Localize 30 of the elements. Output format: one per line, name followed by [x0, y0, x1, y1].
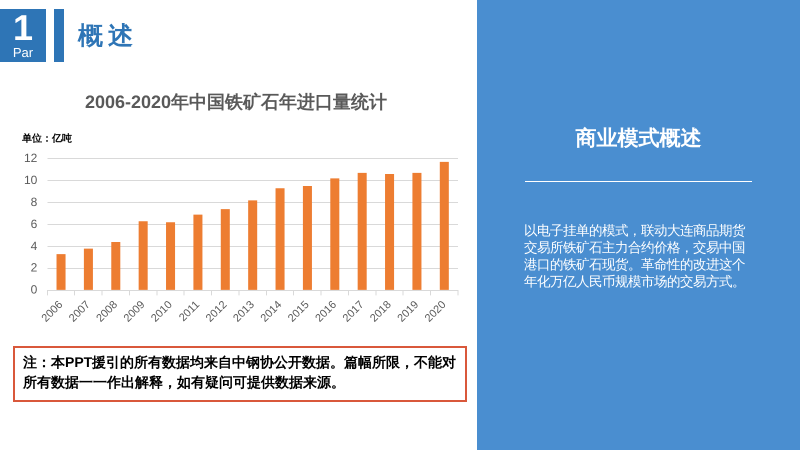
bar [84, 248, 93, 290]
bar [56, 254, 66, 290]
text: 1 [12, 7, 34, 48]
text: 商业模式概述 [574, 126, 702, 152]
text: 以电子挂单的模式，联动大连商品期货交易所铁矿石主力合约价格，交易中国港口的铁矿石现货。革命性的改进这个年化万亿人民币规模市场的交易方式。 [524, 222, 746, 290]
bar [166, 222, 176, 290]
bar [385, 174, 394, 290]
bar [193, 214, 202, 290]
y-tick-label: 0 [30, 282, 38, 297]
bar [138, 221, 148, 290]
chart-title: 2006-2020年中国铁矿石年进口量统计 [84, 92, 388, 112]
y-axis-title: 单位：亿吨 [21, 132, 72, 144]
bar [276, 188, 285, 290]
y-tick-label: 4 [30, 238, 38, 253]
bar [220, 209, 230, 290]
text: 注：本PPT援引的所有数据均来自中钢协公开数据。篇幅所限，不能对所有数据一一作出解释，如有疑问可提供数据来源。 [23, 353, 458, 392]
bar [412, 172, 422, 290]
bar [248, 200, 258, 290]
bar [111, 242, 120, 290]
y-tick-label: 8 [30, 194, 38, 209]
bar [330, 178, 340, 290]
bar [302, 186, 312, 290]
text: Par [12, 45, 34, 60]
bar [358, 172, 367, 290]
bar [440, 162, 449, 290]
y-tick-label: 2 [30, 260, 38, 275]
text: 概述 [78, 21, 138, 52]
y-tick-label: 6 [30, 216, 38, 231]
y-tick-label: 10 [24, 172, 38, 187]
y-tick-label: 12 [24, 150, 38, 165]
